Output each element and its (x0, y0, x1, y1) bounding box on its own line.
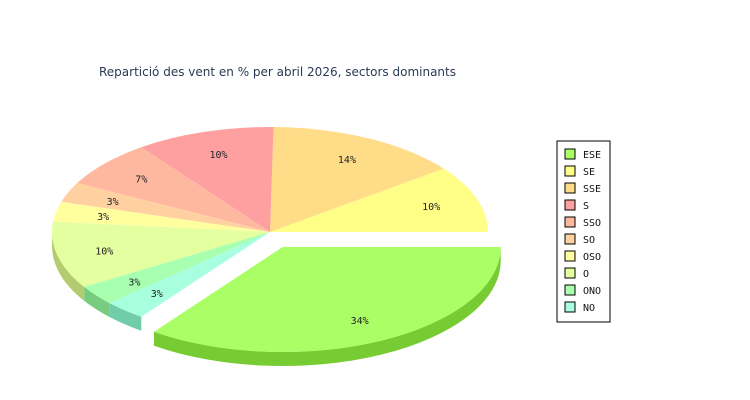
slice-label-no: 3% (151, 289, 163, 300)
slice-s (141, 127, 274, 232)
slice-ese (153, 246, 501, 352)
slice-label-sse: 14% (338, 155, 356, 166)
legend-label-sso: SSO (583, 218, 601, 229)
slice-side-ese (153, 246, 501, 366)
legend-swatch-no (564, 301, 576, 313)
legend-swatch-oso (564, 250, 576, 262)
slice-ono (84, 232, 270, 304)
legend: ESE SE SSE S SSO SO OSO O ONO NO (556, 140, 611, 323)
slice-oso (53, 201, 270, 232)
legend-swatch-ese (564, 148, 576, 160)
legend-label-ono: ONO (583, 286, 601, 297)
legend-swatch-o (564, 267, 576, 279)
slice-sso (77, 147, 271, 232)
legend-label-oso: OSO (583, 252, 601, 263)
slice-no (109, 232, 270, 317)
legend-swatch-so (564, 233, 576, 245)
legend-swatch-s (564, 199, 576, 211)
legend-label-o: O (583, 269, 589, 280)
chart-title: Repartició des vent en % per abril 2026,… (99, 65, 456, 79)
slice-label-ese: 34% (351, 316, 369, 327)
slice-so (61, 182, 270, 232)
legend-label-s: S (583, 201, 589, 212)
slice-side-o (52, 232, 85, 301)
legend-label-no: NO (583, 303, 595, 314)
legend-label-so: SO (583, 235, 595, 246)
legend-swatch-sso (564, 216, 576, 228)
slice-label-sso: 7% (135, 174, 147, 185)
slice-label-ono: 3% (128, 277, 140, 288)
slice-se (270, 168, 488, 232)
slice-side-no (109, 303, 142, 331)
legend-items: ESE SE SSE S SSO SO OSO O ONO NO (564, 148, 601, 314)
legend-swatch-ono (564, 284, 576, 296)
slice-label-s: 10% (209, 150, 227, 161)
slice-label-so: 3% (107, 197, 119, 208)
pie-labels: 34% 10% 14% 10% 7% 3% 3% 10% 3% 3% (95, 150, 440, 327)
slice-label-oso: 3% (97, 212, 109, 223)
legend-label-ese: ESE (583, 150, 601, 161)
slice-sse (270, 127, 444, 232)
legend-swatch-se (564, 165, 576, 177)
legend-label-se: SE (583, 167, 595, 178)
pie-slices (51, 127, 501, 352)
legend-label-sse: SSE (583, 184, 601, 195)
pie-sides (52, 232, 501, 366)
slice-o (51, 221, 270, 287)
legend-swatch-sse (564, 182, 576, 194)
slice-label-o: 10% (95, 246, 113, 257)
slice-side-ono (84, 286, 110, 318)
slice-label-se: 10% (422, 202, 440, 213)
